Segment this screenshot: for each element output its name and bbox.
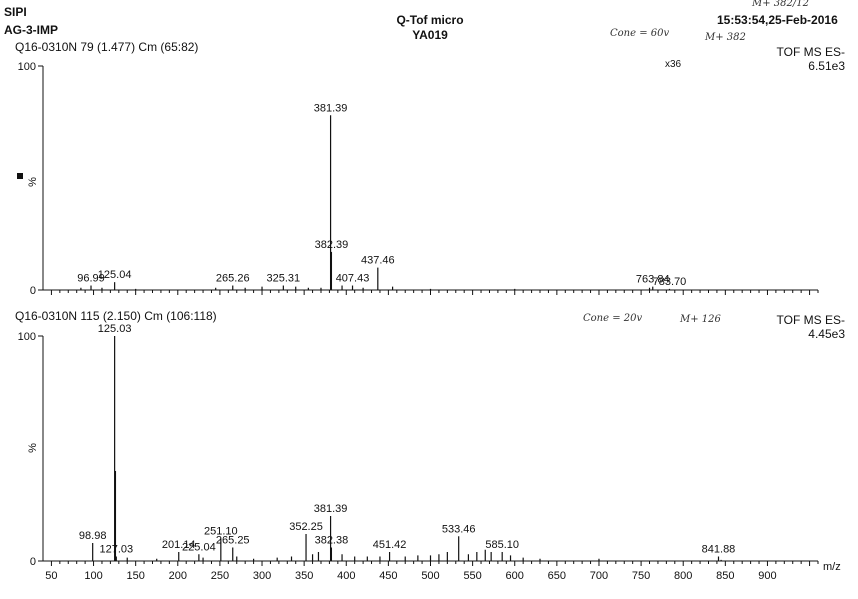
spectrum2-peak-label: 841.88 [702, 544, 736, 556]
x-tick-label: 850 [716, 570, 734, 582]
acquisition-datetime: 15:53:54,25-Feb-2016 [717, 13, 838, 27]
x-tick-label: 650 [548, 570, 566, 582]
x-tick-label: 600 [506, 570, 524, 582]
spectrum1-marker [17, 173, 23, 179]
x-tick-label: 250 [211, 570, 229, 582]
spectrum1-peak-label: 437.46 [361, 255, 395, 267]
experiment-id: YA019 [412, 28, 448, 42]
x-tick-label: 450 [379, 570, 397, 582]
spectrum2-scan-label: Q16-0310N 115 (2.150) Cm (106:118) [15, 309, 217, 323]
spectrum1-peak-label: 325.31 [267, 273, 301, 285]
handwritten-top-note: M+ 382/12 [752, 0, 809, 9]
spectrum2-peak-label: 381.39 [314, 503, 348, 515]
x-tick-label: 700 [590, 570, 608, 582]
spectrum2-peak-label: 451.42 [373, 539, 407, 551]
spectrum1-ylabel: % [27, 177, 39, 187]
x-tick-label: 150 [126, 570, 144, 582]
spectrum1-magnify-label: x36 [665, 59, 682, 70]
x-tick-label: 350 [295, 570, 313, 582]
spectrum1-peak-label: 381.39 [314, 102, 348, 114]
x-tick-label: 50 [45, 570, 57, 582]
x-tick-label: 400 [337, 570, 355, 582]
spectrum1-peak-label: 125.04 [98, 269, 132, 281]
x-tick-label: 900 [758, 570, 776, 582]
x-tick-label: 500 [421, 570, 439, 582]
xaxis-unit-label: m/z [823, 561, 841, 573]
spectrum2-peak-label: 225.04 [182, 541, 216, 553]
spectrum2-peak-label: 585.10 [485, 539, 519, 551]
spectrum2-ytick-100: 100 [18, 331, 36, 343]
spectrum2-peak-label: 533.46 [442, 523, 476, 535]
handwritten-mass-note-2: M+ 126 [680, 314, 721, 325]
spectrum1-ytick-0: 0 [30, 285, 36, 297]
spectrum2-peak-label: 251.10 [204, 526, 238, 538]
spectrum1-scan-label: Q16-0310N 79 (1.477) Cm (65:82) [15, 40, 199, 54]
spectrum2-ylabel: % [27, 443, 39, 453]
spectrum2-peak-label: 382.38 [315, 535, 349, 547]
spectrum2-intensity: 4.45e3 [808, 327, 845, 341]
x-tick-label: 750 [632, 570, 650, 582]
spectrum1-peak-label: 96.99 [77, 273, 105, 285]
x-tick-label: 800 [674, 570, 692, 582]
spectrum2-peak-label: 352.25 [289, 521, 323, 533]
spectrum2-peak-label: 127.03 [99, 544, 133, 556]
spectrum1-peak-label: 783.70 [653, 276, 687, 288]
x-tick-label: 100 [84, 570, 102, 582]
spectrum1-peak-label: 407.43 [336, 273, 370, 285]
x-tick-label: 550 [463, 570, 481, 582]
x-tick-label: 200 [169, 570, 187, 582]
instrument-name: Q-Tof micro [396, 13, 464, 27]
spectrum2-ytick-0: 0 [30, 556, 36, 568]
spectrum1-mode: TOF MS ES- [776, 45, 845, 59]
spectrum1-ytick-100: 100 [18, 61, 36, 73]
spectrum2-peak-label: 201.14 [162, 539, 196, 551]
spectrum1-peak-label: 382.39 [315, 239, 349, 251]
spectrum2-peak-label: 265.25 [216, 535, 250, 547]
spectrum1-intensity: 6.51e3 [808, 59, 845, 73]
handwritten-cone-voltage-2: Cone = 20v [583, 313, 643, 324]
spectrum1-peak-label: 265.26 [216, 273, 250, 285]
x-tick-label: 300 [253, 570, 271, 582]
spectrum2-peak-label: 125.03 [98, 323, 132, 335]
spectrum2-peak-label: 98.98 [79, 530, 107, 542]
handwritten-mass-note-1: M+ 382 [705, 32, 746, 43]
spectrum2-mode: TOF MS ES- [776, 313, 845, 327]
org-label: SIPI [4, 5, 27, 19]
handwritten-cone-voltage-1: Cone = 60v [610, 28, 670, 39]
sample-name: AG-3-IMP [4, 23, 58, 37]
spectrum1-peak-label: 763.84 [636, 274, 670, 286]
